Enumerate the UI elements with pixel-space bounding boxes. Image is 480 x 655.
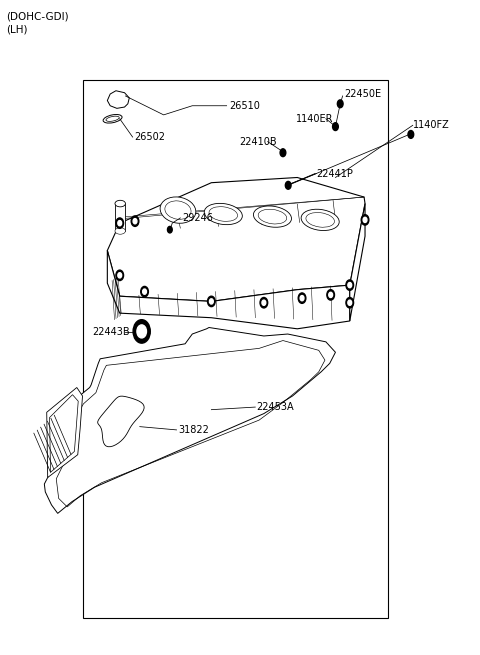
Polygon shape [108,178,365,301]
Circle shape [143,289,146,294]
Ellipse shape [258,210,287,224]
Circle shape [363,217,367,223]
Text: 29246: 29246 [182,213,213,223]
Text: 31822: 31822 [178,425,209,435]
Circle shape [141,286,148,297]
Polygon shape [108,251,350,329]
Circle shape [337,100,343,107]
Text: 22410B: 22410B [239,137,276,147]
Circle shape [118,221,121,226]
Text: 22453A: 22453A [257,402,294,412]
Text: 22441P: 22441P [316,168,353,179]
Ellipse shape [106,116,119,121]
Circle shape [348,282,352,288]
Ellipse shape [160,197,196,223]
Text: (LH): (LH) [6,24,28,34]
Circle shape [285,181,291,189]
Text: 22450E: 22450E [344,89,381,99]
Text: 26502: 26502 [134,132,165,142]
Ellipse shape [115,228,125,234]
Circle shape [131,216,139,227]
Circle shape [348,300,352,305]
Polygon shape [47,388,83,477]
Polygon shape [115,204,125,231]
Circle shape [137,325,146,338]
Circle shape [262,300,266,305]
Circle shape [408,130,414,138]
Circle shape [300,295,304,301]
Ellipse shape [115,200,125,207]
Circle shape [168,227,172,233]
Polygon shape [98,396,144,447]
Polygon shape [44,328,336,514]
Text: 26510: 26510 [229,101,260,111]
Circle shape [207,296,215,307]
Ellipse shape [306,212,335,227]
Circle shape [333,122,338,130]
Ellipse shape [204,203,242,225]
Circle shape [327,290,335,300]
Circle shape [209,299,213,304]
Ellipse shape [165,201,191,219]
Circle shape [116,218,123,229]
Circle shape [133,320,150,343]
Circle shape [118,272,121,278]
Text: (DOHC-GDI): (DOHC-GDI) [6,11,69,21]
Ellipse shape [253,206,291,227]
Circle shape [116,270,123,280]
Text: 1140ER: 1140ER [296,114,334,124]
Circle shape [361,215,369,225]
Circle shape [346,280,354,290]
Circle shape [298,293,306,303]
Text: 22443B: 22443B [92,327,130,337]
Circle shape [346,297,354,308]
Polygon shape [350,204,365,321]
Text: 1140FZ: 1140FZ [413,121,449,130]
Ellipse shape [301,209,339,231]
Circle shape [280,149,286,157]
Ellipse shape [209,207,238,221]
Ellipse shape [103,115,122,123]
Bar [83,80,388,618]
Polygon shape [108,91,129,108]
Circle shape [133,219,137,224]
Circle shape [329,292,333,297]
Circle shape [260,297,268,308]
